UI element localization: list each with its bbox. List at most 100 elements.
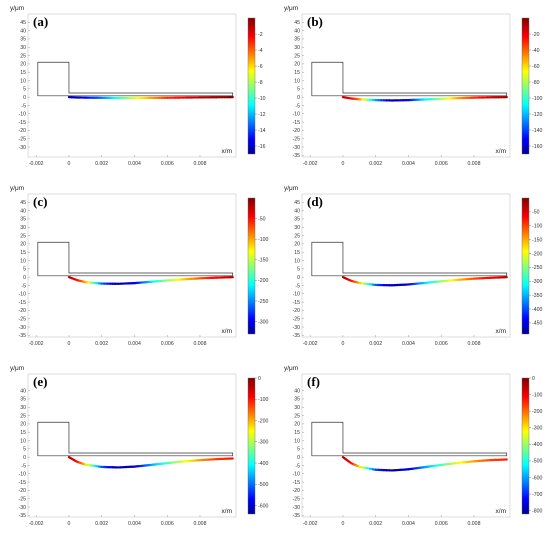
x-tick-label: 0.002 [369, 161, 382, 167]
y-tick-label: 10 [294, 258, 300, 264]
x-tick-label: 0.004 [128, 521, 141, 527]
colorbar-tick-label: -250 [532, 265, 542, 271]
colorbar-tick-label: -100 [258, 237, 268, 243]
y-tick-label: 20 [294, 62, 300, 68]
colorbar-tick-label: -10 [258, 96, 266, 102]
y-tick-label: 5 [23, 267, 26, 273]
colorbar-tick-label: -120 [532, 112, 542, 118]
y-tick-label: -20 [19, 128, 27, 134]
plot-area [27, 13, 237, 158]
colorbar [521, 17, 530, 155]
y-tick-label: 30 [20, 45, 26, 51]
y-tick-label: 40 [294, 388, 300, 394]
y-tick-label: -35 [293, 333, 301, 339]
y-tick-label: 5 [297, 87, 300, 93]
panel: (e) y/μm 40 35 30 25 20 15 10 5 0 -5 -10 -15 -20 -25 -30… [10, 365, 268, 527]
y-tick-label: 40 [294, 208, 300, 214]
y-tick-label: -20 [19, 488, 27, 494]
y-tick-label: 0 [297, 275, 300, 281]
x-tick-label: 0.008 [467, 161, 480, 167]
y-tick-label: 40 [20, 208, 26, 214]
colorbar-tick-label: -4 [258, 48, 263, 54]
x-tick-label: 0.006 [161, 161, 174, 167]
y-tick-label: -15 [293, 120, 301, 126]
y-tick-label: -15 [293, 300, 301, 306]
colorbar-tick-label: -6 [258, 64, 263, 70]
structure-outline [37, 241, 234, 277]
plot-area [27, 373, 237, 518]
y-tick-label: -30 [19, 325, 27, 331]
colorbar [247, 17, 256, 155]
colorbar-tick-label: -60 [532, 64, 540, 70]
y-tick-label: 0 [23, 455, 26, 461]
colorbar-tick-label: -12 [258, 112, 266, 118]
x-tick-label: -0.002 [303, 521, 318, 527]
y-tick-label: 35 [294, 217, 300, 223]
y-tick-label: 15 [294, 430, 300, 436]
colorbar-tick-label: -100 [532, 96, 542, 102]
y-tick-label: 5 [23, 87, 26, 93]
y-tick-label: 0 [23, 275, 26, 281]
colorbar-tick-label: -200 [258, 278, 268, 284]
structure-outline [311, 241, 508, 277]
y-tick-label: 45 [20, 200, 26, 206]
y-tick-label: -25 [293, 497, 301, 503]
x-tick-label: 0 [67, 341, 70, 347]
colorbar-tick-label: -100 [532, 224, 542, 230]
x-tick-label: 0.008 [193, 341, 206, 347]
y-tick-label: -30 [293, 145, 301, 151]
x-tick-label: 0.002 [95, 521, 108, 527]
structure-outline [37, 61, 234, 97]
plot-area [301, 193, 511, 338]
y-tick-label: -5 [295, 283, 300, 289]
colorbar-tick-label: -500 [532, 459, 542, 465]
colorbar-tick-label: -450 [532, 321, 542, 327]
colorbar-tick-label: -800 [532, 508, 542, 514]
colorbar-tick-label: -40 [532, 48, 540, 54]
colorbar-tick-label: -20 [532, 32, 540, 38]
x-tick-label: 0.004 [402, 161, 415, 167]
y-tick-label: -20 [293, 488, 301, 494]
y-tick-label: -10 [293, 292, 301, 298]
x-tick-label: 0 [67, 161, 70, 167]
colorbar-tick-label: -80 [532, 80, 540, 86]
y-tick-label: 35 [20, 397, 26, 403]
y-tick-label: -25 [19, 497, 27, 503]
y-tick-label: -30 [293, 505, 301, 511]
y-tick-label: -35 [19, 333, 27, 339]
y-tick-label: 5 [297, 447, 300, 453]
y-tick-label: 40 [20, 388, 26, 394]
y-tick-label: -5 [295, 463, 300, 469]
y-tick-label: -25 [19, 317, 27, 323]
colorbar-tick-label: -300 [532, 426, 542, 432]
colorbar-tick-label: -250 [258, 299, 268, 305]
x-tick-label: -0.002 [29, 161, 44, 167]
x-tick-label: -0.002 [29, 521, 44, 527]
panel-label: (d) [307, 194, 323, 209]
y-tick-label: 15 [20, 430, 26, 436]
colorbar-tick-label: -16 [258, 144, 266, 150]
y-tick-label: 30 [294, 405, 300, 411]
y-tick-label: 35 [20, 37, 26, 43]
x-tick-label: 0 [341, 341, 344, 347]
y-tick-label: 15 [20, 250, 26, 256]
colorbar-tick-label: 0 [532, 376, 535, 382]
panel: (c) y/μm 45 40 35 30 25 20 15 10 5 0 -5 -10 -15 -20 -25 -… [10, 185, 268, 347]
x-tick-label: 0.008 [193, 161, 206, 167]
y-tick-label: -10 [293, 112, 301, 118]
colorbar-tick-label: -400 [532, 307, 542, 313]
y-tick-label: 10 [20, 438, 26, 444]
y-tick-label: -25 [293, 137, 301, 143]
colorbar-tick-label: -150 [258, 258, 268, 264]
x-axis-label: x/m [222, 328, 232, 335]
structure-outline [311, 61, 508, 97]
y-tick-label: 15 [294, 70, 300, 76]
y-tick-label: -20 [19, 308, 27, 314]
y-tick-label: 10 [20, 258, 26, 264]
x-axis-label: x/m [496, 148, 506, 155]
x-tick-label: 0.004 [402, 521, 415, 527]
y-tick-label: 25 [294, 233, 300, 239]
y-tick-label: 30 [20, 225, 26, 231]
colorbar-tick-label: -700 [532, 492, 542, 498]
colorbar [521, 377, 530, 515]
